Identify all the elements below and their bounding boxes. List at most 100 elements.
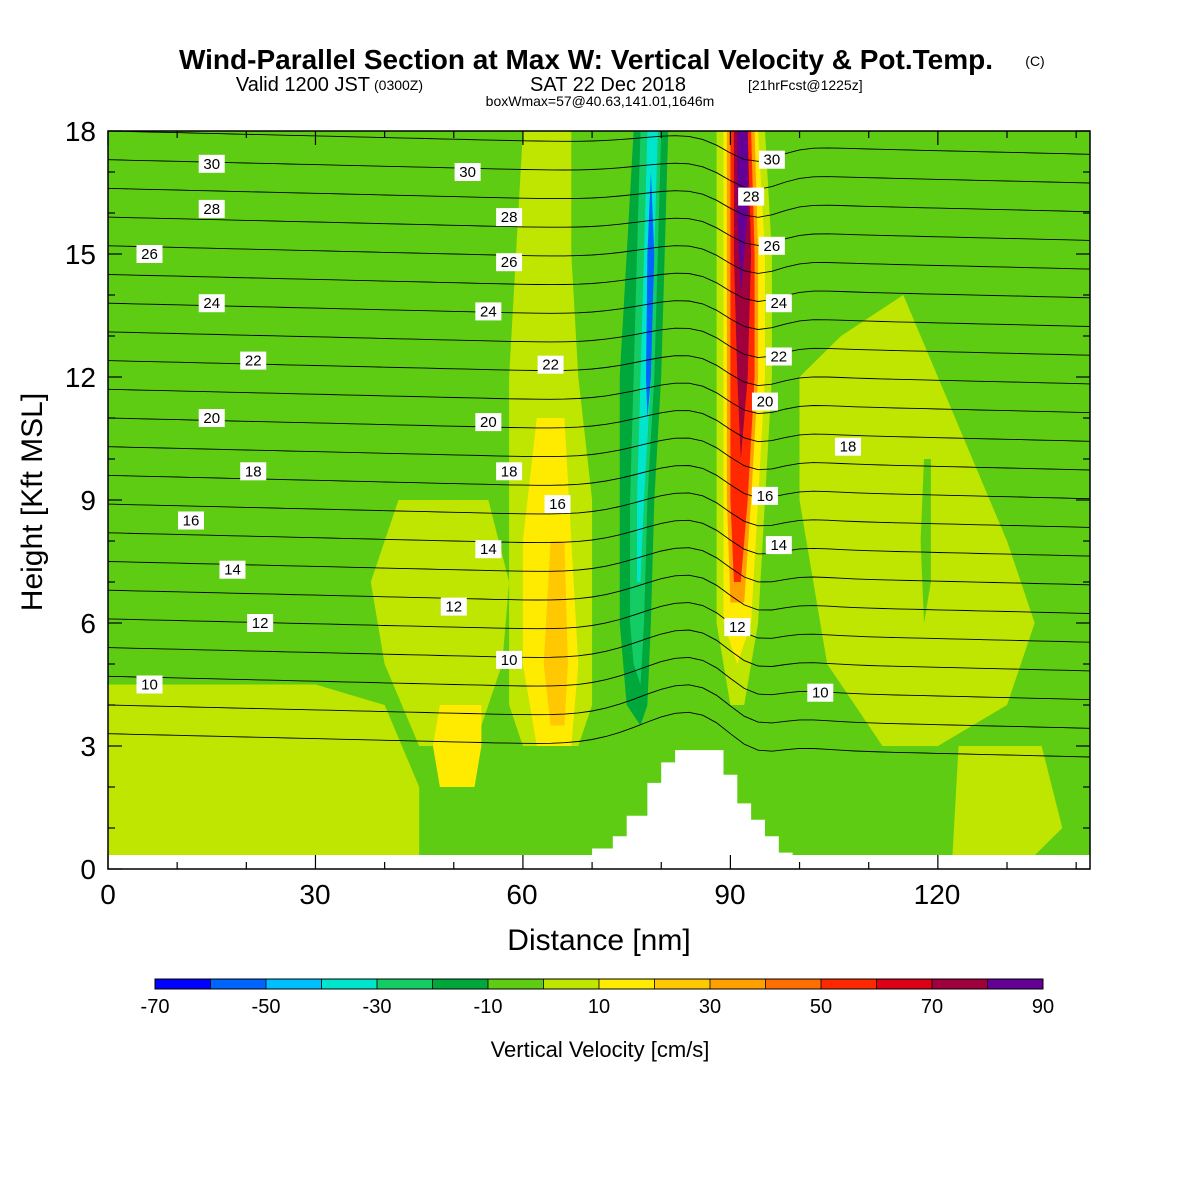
theta-label-text: 26 bbox=[764, 238, 781, 255]
theta-label-text: 22 bbox=[245, 353, 262, 370]
theta-label-text: 18 bbox=[501, 463, 518, 480]
y-axis-label: Height [Kft MSL] bbox=[16, 393, 49, 611]
axis-ticks bbox=[107, 130, 1090, 870]
theta-label: 16 bbox=[751, 486, 778, 505]
colorbar-swatch bbox=[932, 979, 988, 989]
theta-line bbox=[108, 547, 1090, 586]
theta-label-box bbox=[219, 560, 246, 579]
theta-line bbox=[108, 131, 1090, 162]
theta-label-box bbox=[765, 347, 792, 366]
theta-label: 16 bbox=[544, 495, 571, 514]
theta-line bbox=[108, 272, 1090, 302]
colorbar-swatch bbox=[266, 979, 322, 989]
theta-line bbox=[108, 656, 1090, 701]
theta-label: 30 bbox=[758, 150, 785, 169]
theta-label-text: 12 bbox=[729, 619, 746, 636]
theta-label-box bbox=[136, 245, 163, 263]
theta-label-box bbox=[240, 351, 267, 370]
theta-label: 18 bbox=[834, 437, 861, 456]
theta-label-text: 30 bbox=[203, 156, 220, 173]
colorbar-tick-label: -10 bbox=[474, 996, 503, 1018]
valid-time: Valid 1200 JST bbox=[236, 74, 370, 96]
y-tick-label: 0 bbox=[80, 854, 96, 885]
theta-label-text: 16 bbox=[549, 496, 566, 513]
theta-line bbox=[108, 629, 1090, 672]
colorbar-tick-label: 70 bbox=[921, 996, 943, 1018]
theta-label-box bbox=[496, 650, 523, 669]
y-tick-label: 9 bbox=[80, 485, 96, 516]
theta-label: 20 bbox=[751, 392, 778, 411]
theta-label-box bbox=[177, 511, 204, 530]
theta-label-text: 26 bbox=[501, 254, 518, 271]
theta-labels: 30 30 30 28 28 28 26 26 26 24 24 24 22 22 22 20 20 20 18 18… bbox=[136, 150, 861, 702]
colorbar-swatch bbox=[155, 979, 211, 989]
theta-label-box bbox=[198, 199, 225, 218]
colorbar-tick-label: -30 bbox=[363, 996, 392, 1018]
theta-label-text: 12 bbox=[252, 615, 269, 632]
theta-label-text: 22 bbox=[770, 349, 787, 366]
theta-line bbox=[108, 574, 1090, 614]
colorbar-swatch bbox=[321, 979, 378, 989]
velocity-region bbox=[108, 684, 420, 869]
theta-label: 22 bbox=[765, 347, 792, 366]
theta-line bbox=[108, 216, 1090, 246]
copyright-mark: (C) bbox=[1025, 53, 1044, 69]
theta-label-text: 16 bbox=[757, 488, 774, 505]
theta-label-text: 10 bbox=[501, 652, 518, 669]
theta-label-text: 30 bbox=[459, 164, 476, 181]
y-tick-label: 15 bbox=[65, 239, 96, 270]
theta-label-text: 14 bbox=[480, 541, 497, 558]
theta-line bbox=[108, 437, 1090, 471]
theta-label-text: 28 bbox=[203, 201, 220, 218]
velocity-region bbox=[433, 705, 482, 787]
theta-line bbox=[108, 187, 1090, 218]
colorbar-swatch bbox=[821, 979, 877, 989]
theta-label-text: 10 bbox=[812, 685, 829, 702]
theta-label: 10 bbox=[807, 683, 834, 702]
theta-label: 22 bbox=[537, 355, 564, 374]
theta-line bbox=[108, 711, 1090, 758]
theta-label-text: 28 bbox=[501, 209, 518, 226]
theta-label-text: 24 bbox=[480, 303, 497, 320]
theta-label-text: 20 bbox=[480, 414, 497, 431]
theta-label: 28 bbox=[496, 208, 523, 227]
theta-label: 30 bbox=[454, 163, 481, 181]
theta-label-box bbox=[454, 163, 481, 181]
colorbar-swatch bbox=[377, 979, 433, 989]
theta-label-box bbox=[198, 294, 225, 313]
x-tick-label: 30 bbox=[299, 879, 330, 910]
theta-label: 10 bbox=[136, 675, 163, 694]
colorbar-swatch bbox=[488, 979, 544, 989]
theta-line bbox=[108, 355, 1090, 387]
colorbar bbox=[154, 978, 1044, 990]
theta-label: 14 bbox=[475, 540, 502, 559]
theta-label: 14 bbox=[219, 560, 246, 579]
theta-label: 20 bbox=[475, 413, 502, 432]
theta-label: 14 bbox=[765, 536, 792, 555]
valid-date: SAT 22 Dec 2018 bbox=[530, 74, 686, 96]
theta-label-box bbox=[136, 675, 163, 694]
theta-line bbox=[108, 519, 1090, 557]
chart-title: Wind-Parallel Section at Max W: Vertical… bbox=[179, 44, 993, 75]
theta-label-box bbox=[537, 355, 564, 374]
theta-label-box bbox=[765, 294, 792, 313]
colorbar-swatch bbox=[710, 979, 766, 989]
y-tick-label: 3 bbox=[80, 731, 96, 762]
theta-label: 12 bbox=[440, 597, 467, 616]
theta-label-box bbox=[724, 618, 751, 637]
theta-label-text: 10 bbox=[141, 677, 158, 694]
theta-label: 30 bbox=[198, 154, 225, 173]
x-axis-label: Distance [nm] bbox=[507, 924, 690, 957]
theta-label-text: 30 bbox=[764, 152, 781, 169]
theta-label-text: 24 bbox=[203, 295, 220, 312]
forecast-info: [21hrFcst@1225z] bbox=[748, 77, 863, 93]
theta-label-box bbox=[198, 154, 225, 173]
theta-label-box bbox=[751, 392, 778, 411]
colorbar-swatch bbox=[876, 979, 933, 989]
theta-label: 28 bbox=[198, 199, 225, 218]
valid-zulu: (0300Z) bbox=[374, 77, 423, 93]
x-tick-labels: 0 30 60 90 120 bbox=[100, 879, 960, 910]
theta-label-box bbox=[496, 208, 523, 227]
theta-label: 20 bbox=[198, 409, 225, 427]
